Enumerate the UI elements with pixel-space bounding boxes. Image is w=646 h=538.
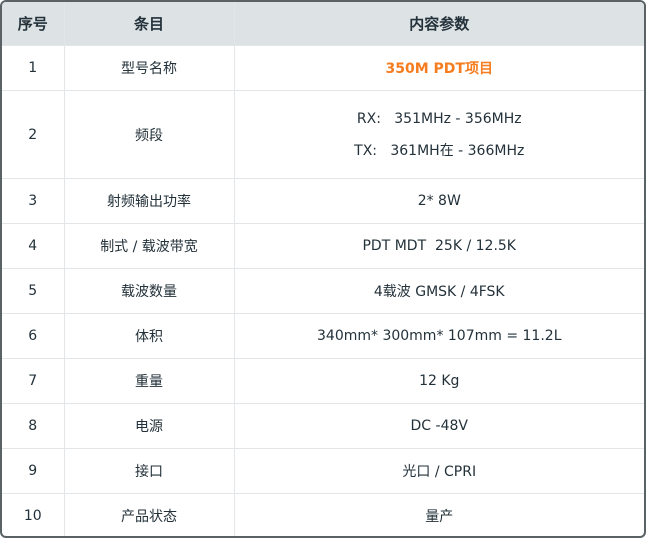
header-value: 内容参数	[233, 2, 644, 46]
row-item: 频段	[63, 90, 235, 179]
row-value: PDT MDT 25K / 12.5K	[233, 223, 644, 269]
header-row: 序号 条目 内容参数	[2, 2, 644, 46]
row-no: 3	[2, 178, 65, 224]
row-item: 载波数量	[63, 268, 235, 314]
row-value: 2* 8W	[233, 178, 644, 224]
table-row: 2 频段 RX: 351MHz - 356MHz TX: 361MH在 - 36…	[2, 90, 644, 179]
row-value: 340mm* 300mm* 107mm = 11.2L	[233, 313, 644, 359]
row-item: 射频输出功率	[63, 178, 235, 224]
rx-range: RX: 351MHz - 356MHz	[356, 110, 522, 127]
row-item: 体积	[63, 313, 235, 359]
row-no: 8	[2, 403, 65, 449]
table-row: 8 电源 DC -48V	[2, 403, 644, 449]
row-value: 光口 / CPRI	[233, 448, 644, 494]
table-row: 3 射频输出功率 2* 8W	[2, 178, 644, 224]
header-no: 序号	[2, 2, 65, 46]
row-no: 6	[2, 313, 65, 359]
table-row: 9 接口 光口 / CPRI	[2, 448, 644, 494]
table-row: 7 重量 12 Kg	[2, 358, 644, 404]
row-no: 2	[2, 90, 65, 179]
header-item: 条目	[63, 2, 235, 46]
row-no: 9	[2, 448, 65, 494]
row-item: 型号名称	[63, 45, 235, 91]
row-no: 10	[2, 493, 65, 536]
table-row: 1 型号名称 350M PDT项目	[2, 45, 644, 91]
row-item: 接口	[63, 448, 235, 494]
row-value: 4载波 GMSK / 4FSK	[233, 268, 644, 314]
row-item: 产品状态	[63, 493, 235, 536]
table-row: 6 体积 340mm* 300mm* 107mm = 11.2L	[2, 313, 644, 359]
row-item: 电源	[63, 403, 235, 449]
row-value: 12 Kg	[233, 358, 644, 404]
row-item: 重量	[63, 358, 235, 404]
row-value: DC -48V	[233, 403, 644, 449]
table-row: 4 制式 / 载波带宽 PDT MDT 25K / 12.5K	[2, 223, 644, 269]
table-row: 5 载波数量 4载波 GMSK / 4FSK	[2, 268, 644, 314]
row-no: 1	[2, 45, 65, 91]
tx-range: TX: 361MH在 - 366MHz	[354, 142, 525, 159]
row-value: 350M PDT项目	[233, 45, 644, 91]
row-no: 4	[2, 223, 65, 269]
row-item: 制式 / 载波带宽	[63, 223, 235, 269]
table-row: 10 产品状态 量产	[2, 493, 644, 536]
row-no: 7	[2, 358, 65, 404]
row-value: 量产	[233, 493, 644, 536]
row-value: RX: 351MHz - 356MHz TX: 361MH在 - 366MHz	[233, 90, 644, 179]
row-no: 5	[2, 268, 65, 314]
